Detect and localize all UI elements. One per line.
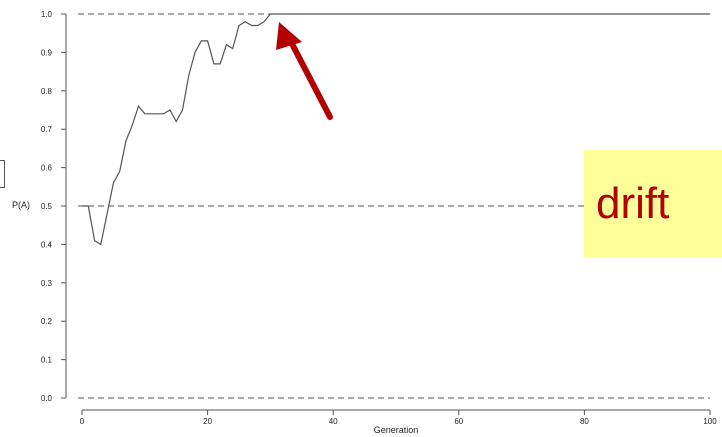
y-tick-label: 0.1 [41, 356, 53, 365]
y-tick-label: 0.3 [41, 279, 53, 288]
x-tick-label: 80 [580, 417, 589, 426]
x-tick-label: 60 [454, 417, 463, 426]
x-tick-label: 40 [329, 417, 338, 426]
y-tick-label: 0.8 [41, 87, 53, 96]
y-tick-label: 0.6 [41, 164, 53, 173]
y-axis-label: P(A) [12, 200, 30, 210]
fixation-arrow [276, 22, 333, 120]
x-tick-label: 20 [203, 417, 212, 426]
y-tick-label: 1.0 [41, 10, 53, 19]
series-line [82, 13, 710, 246]
x-axis-label: Generation [374, 425, 419, 435]
y-tick-label: 0.7 [41, 125, 53, 134]
y-tick-label: 0.0 [41, 394, 53, 403]
x-axis: 0 20 40 60 80 100 [80, 409, 717, 426]
x-tick-label: 0 [80, 417, 85, 426]
x-tick-label: 100 [703, 417, 717, 426]
series-layer [82, 13, 710, 246]
y-tick-label: 0.9 [41, 48, 53, 57]
drift-callout: drift [584, 150, 722, 258]
partial-shape [0, 160, 5, 188]
y-axis: 0.0 0.1 0.2 0.3 0.4 0.5 0.6 0.7 0.8 0.9 1.0 [41, 10, 67, 403]
y-tick-label: 0.4 [41, 240, 53, 249]
y-tick-label: 0.2 [41, 317, 53, 326]
drift-label: drift [596, 179, 670, 228]
y-tick-label: 0.5 [41, 202, 53, 211]
